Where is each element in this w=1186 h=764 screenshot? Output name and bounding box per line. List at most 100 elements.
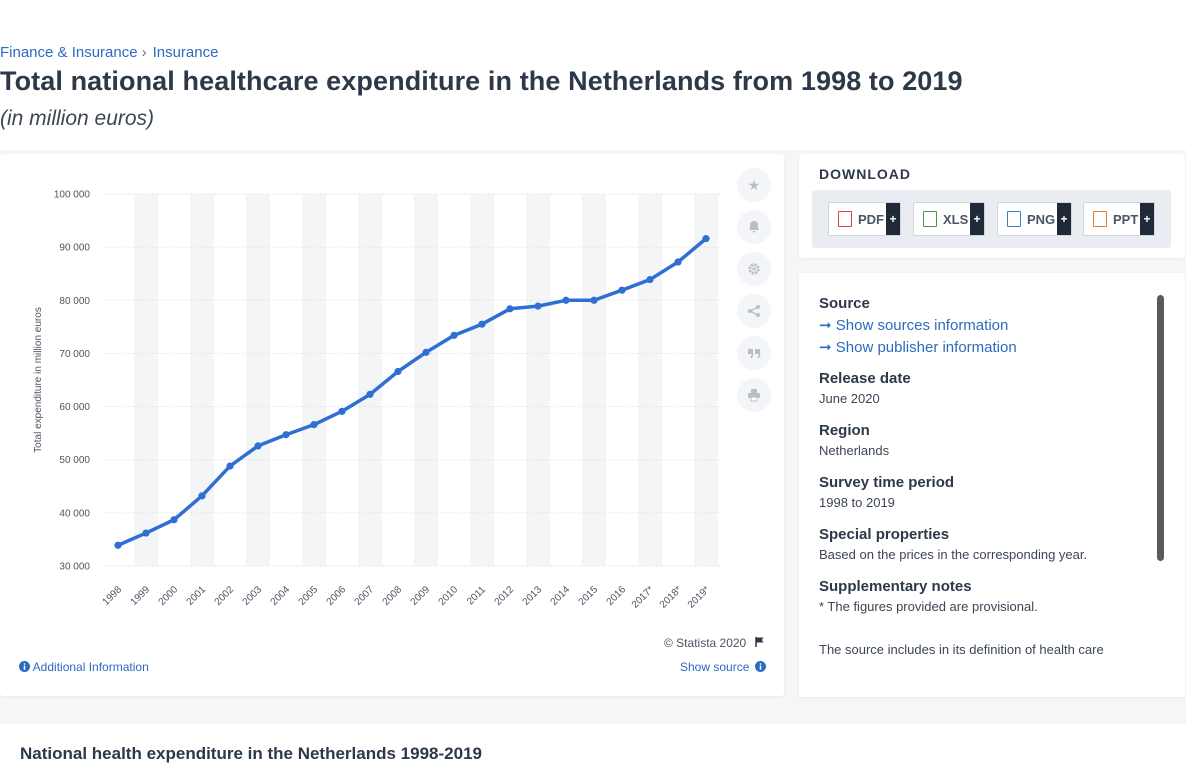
x-tick-label: 2002: [213, 584, 237, 608]
column-band: [414, 194, 438, 566]
share-button[interactable]: [737, 294, 771, 328]
data-point: [338, 407, 346, 415]
breadcrumb-item-finance[interactable]: Finance & Insurance: [0, 44, 138, 61]
column-band: [302, 194, 326, 566]
related-title[interactable]: National health expenditure in the Nethe…: [20, 744, 482, 763]
y-tick-label: 60 000: [59, 402, 90, 413]
chart-toolbar: ★: [737, 168, 773, 420]
y-tick-label: 80 000: [59, 296, 90, 307]
y-axis-label: Total expenditure in million euros: [33, 307, 44, 453]
download-ppt-label: PPT: [1113, 211, 1139, 227]
arrow-right-icon: ➞: [819, 317, 832, 334]
x-tick-label: 2005: [297, 584, 321, 608]
x-tick-label: 2018*: [658, 584, 684, 610]
data-point: [310, 421, 318, 429]
data-point: [450, 331, 458, 339]
download-png-label: PNG: [1027, 211, 1056, 227]
download-title: DOWNLOAD: [819, 166, 911, 182]
bell-icon: [748, 221, 760, 233]
supplementary-notes-label: Supplementary notes: [819, 578, 972, 595]
download-ppt-button[interactable]: PPT +: [1083, 202, 1155, 236]
supplementary-notes-more: The source includes in its definition of…: [819, 642, 1104, 657]
region-value: Netherlands: [819, 443, 890, 458]
x-tick-label: 2006: [325, 584, 349, 608]
download-pdf-button[interactable]: PDF +: [828, 202, 901, 236]
info-icon: [19, 661, 30, 672]
breadcrumb-item-insurance[interactable]: Insurance: [152, 44, 219, 61]
data-point: [422, 348, 430, 356]
y-tick-label: 40 000: [59, 508, 90, 519]
x-tick-label: 2019*: [686, 584, 712, 610]
chart-card: 30 000 40 000 50 000 60 000 70 000 80 000 90 0…: [0, 154, 784, 696]
show-sources-link[interactable]: ➞ Show sources information: [819, 316, 1149, 334]
related-section: National health expenditure in the Nethe…: [0, 724, 1186, 764]
x-tick-label: 2009: [409, 584, 433, 608]
x-tick-label: 2017*: [630, 584, 656, 610]
survey-period-label: Survey time period: [819, 474, 955, 491]
share-icon: [748, 305, 760, 317]
survey-period-value: 1998 to 2019: [819, 495, 895, 510]
details-scrollbar[interactable]: [1157, 295, 1164, 561]
print-button[interactable]: [737, 378, 771, 412]
x-tick-label: 2003: [241, 584, 265, 608]
data-point: [366, 390, 374, 398]
data-point: [478, 320, 486, 328]
notification-button[interactable]: [737, 210, 771, 244]
page-subtitle: (in million euros): [0, 107, 155, 130]
release-date-value: June 2020: [819, 391, 880, 406]
show-source-link[interactable]: Show source: [680, 660, 766, 674]
data-point: [254, 442, 262, 450]
column-band: [526, 194, 550, 566]
settings-button[interactable]: [737, 252, 771, 286]
y-tick-label: 100 000: [54, 190, 91, 201]
x-tick-label: 2000: [157, 584, 181, 608]
x-tick-label: 1999: [129, 584, 153, 608]
data-point: [702, 235, 710, 243]
data-point: [646, 275, 654, 284]
show-source-label: Show source: [680, 660, 750, 674]
column-band: [246, 194, 270, 566]
header: Finance & Insurance › Insurance Total nati…: [0, 0, 1186, 150]
xls-file-icon: [923, 211, 937, 227]
copyright-notice: © Statista 2020: [664, 636, 766, 650]
column-band: [358, 194, 382, 566]
plus-icon: +: [1057, 203, 1071, 235]
quote-icon: [748, 349, 761, 359]
x-tick-label: 1998: [101, 584, 125, 608]
special-properties-label: Special properties: [819, 526, 950, 543]
column-band: [190, 194, 214, 566]
series-line: [116, 236, 708, 548]
data-point: [142, 529, 150, 537]
download-xls-button[interactable]: XLS +: [913, 202, 985, 236]
cite-button[interactable]: [737, 336, 771, 370]
show-publisher-label: Show publisher information: [835, 339, 1017, 356]
line-chart: 30 000 40 000 50 000 60 000 70 000 80 000 90 0…: [33, 190, 720, 611]
column-band: [134, 194, 158, 566]
flag-icon[interactable]: [754, 636, 766, 648]
column-band: [638, 194, 662, 566]
arrow-right-icon: ➞: [819, 339, 832, 356]
plus-icon: +: [886, 203, 900, 235]
download-pdf-label: PDF: [858, 211, 884, 227]
ppt-file-icon: [1093, 211, 1107, 227]
favorite-button[interactable]: ★: [737, 168, 771, 202]
page-title: Total national healthcare expenditure in…: [0, 66, 963, 96]
additional-information-link[interactable]: Additional Information: [19, 660, 149, 674]
download-buttons: PDF + XLS + PNG + PPT +: [812, 190, 1171, 248]
download-card: DOWNLOAD PDF + XLS + PNG + PPT +: [799, 154, 1185, 258]
statistic-details: Source ➞ Show sources information ➞ Show…: [819, 295, 1149, 657]
data-point: [534, 302, 542, 310]
pdf-file-icon: [838, 211, 852, 227]
show-sources-label: Show sources information: [835, 317, 1009, 334]
star-icon: ★: [747, 176, 761, 193]
x-tick-label: 2012: [493, 584, 517, 608]
data-point: [226, 462, 234, 470]
show-publisher-link[interactable]: ➞ Show publisher information: [819, 338, 1149, 356]
download-png-button[interactable]: PNG +: [997, 202, 1072, 236]
statistic-details-card: Source ➞ Show sources information ➞ Show…: [799, 273, 1185, 697]
y-tick-label: 50 000: [59, 455, 90, 466]
additional-information-label: Additional Information: [32, 660, 149, 674]
data-point: [674, 258, 682, 266]
data-point: [506, 305, 514, 313]
column-band: [470, 194, 494, 566]
